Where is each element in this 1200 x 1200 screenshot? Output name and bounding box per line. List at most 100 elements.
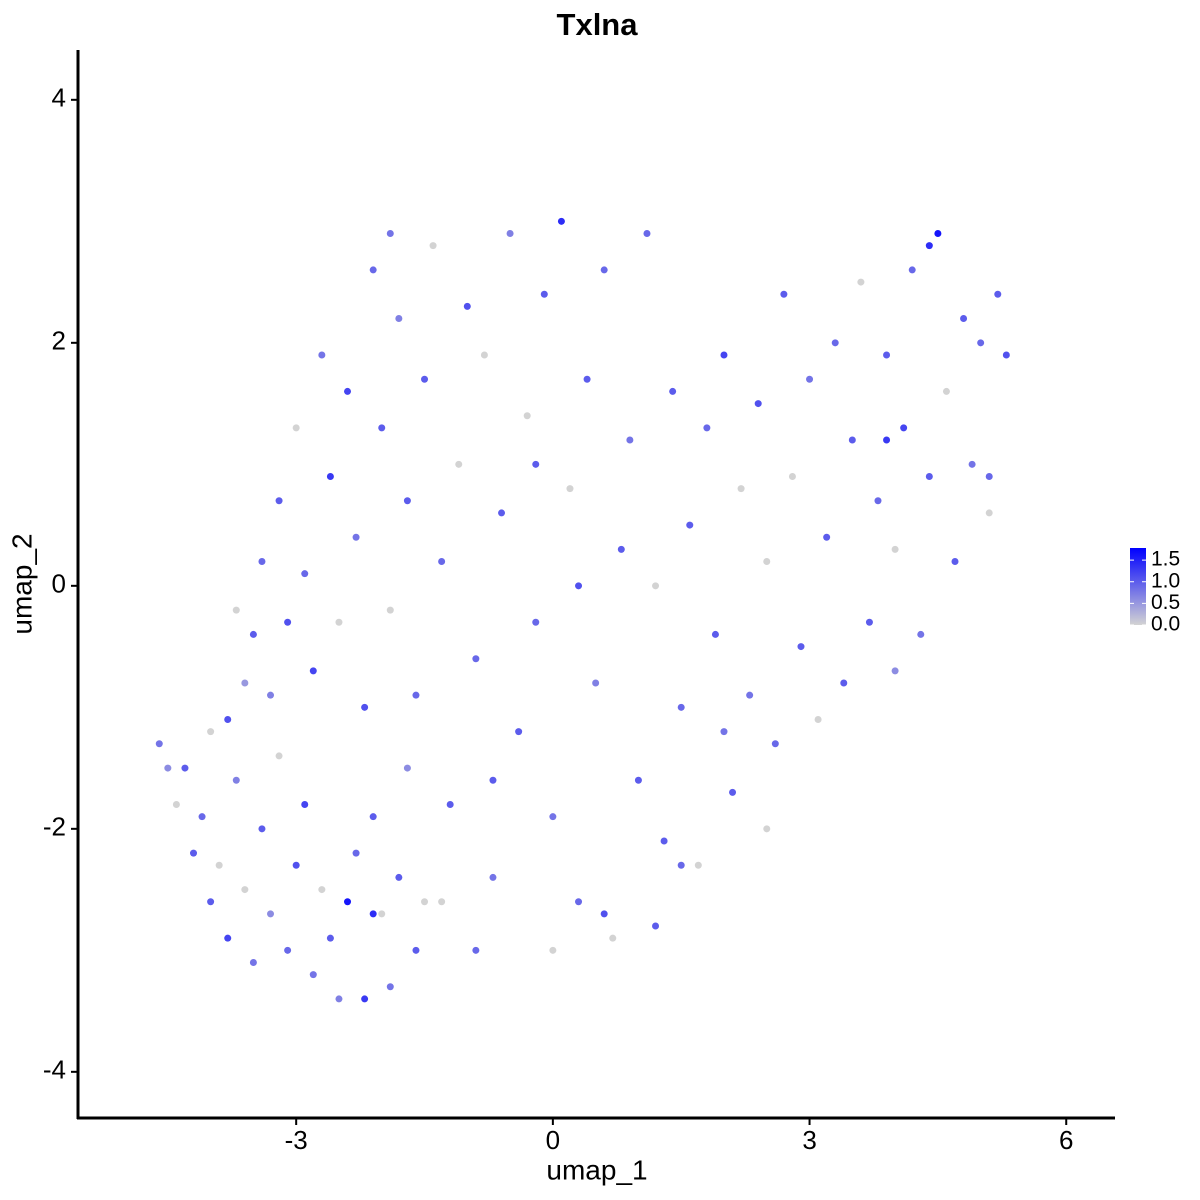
point (438, 558, 446, 566)
point (506, 229, 514, 237)
y-tick-label: 2 (52, 326, 66, 356)
point (917, 630, 925, 638)
point (172, 801, 180, 809)
point (575, 582, 583, 590)
point (421, 375, 429, 383)
x-tick-label: 6 (1059, 1125, 1073, 1155)
point (592, 679, 600, 687)
point (686, 521, 694, 529)
point (241, 679, 249, 687)
point (386, 606, 394, 614)
point (960, 315, 968, 323)
chart-title: Txlna (557, 7, 639, 42)
point (763, 558, 771, 566)
point (857, 278, 865, 286)
point (763, 825, 771, 833)
point (549, 813, 557, 821)
point (438, 898, 446, 906)
point (746, 691, 754, 699)
x-tick-label: 3 (802, 1125, 816, 1155)
x-tick-label: 0 (546, 1125, 560, 1155)
point (181, 764, 189, 772)
point (729, 788, 737, 796)
point (797, 643, 805, 651)
point (532, 460, 540, 468)
point (258, 558, 266, 566)
point (985, 509, 993, 517)
point (823, 533, 831, 541)
point (968, 460, 976, 468)
point (652, 582, 660, 590)
point (617, 545, 625, 553)
point (489, 776, 497, 784)
point (677, 703, 685, 711)
point (788, 472, 796, 480)
y-tick-label: -4 (43, 1055, 66, 1085)
point (275, 752, 283, 760)
point (831, 339, 839, 347)
point (609, 934, 617, 942)
point (600, 910, 608, 918)
colorbar-label: 0.5 (1151, 591, 1180, 614)
point (566, 485, 574, 493)
point (232, 606, 240, 614)
y-tick-label: 4 (52, 83, 66, 113)
point (301, 570, 309, 578)
point (309, 667, 317, 675)
point (515, 728, 523, 736)
point (395, 315, 403, 323)
point (224, 715, 232, 723)
point (720, 351, 728, 359)
point (309, 971, 317, 979)
point (780, 290, 788, 298)
point (814, 715, 822, 723)
point (207, 728, 215, 736)
point (403, 497, 411, 505)
point (754, 400, 762, 408)
point (498, 509, 506, 517)
point (908, 266, 916, 274)
point (198, 813, 206, 821)
point (480, 351, 488, 359)
point (694, 861, 702, 869)
point (575, 898, 583, 906)
point (883, 351, 891, 359)
point (720, 728, 728, 736)
point (352, 849, 360, 857)
colorbar (1130, 548, 1146, 625)
point (369, 910, 377, 918)
y-tick-label: 0 (52, 569, 66, 599)
point (472, 946, 480, 954)
point (994, 290, 1002, 298)
point (412, 946, 420, 954)
point (378, 424, 386, 432)
point (386, 983, 394, 991)
point (652, 922, 660, 930)
point (378, 910, 386, 918)
point (207, 898, 215, 906)
point (241, 886, 249, 894)
point (258, 825, 266, 833)
point (335, 618, 343, 626)
point (344, 898, 352, 906)
point (883, 436, 891, 444)
point (840, 679, 848, 687)
point (164, 764, 172, 772)
x-tick-label: -3 (285, 1125, 308, 1155)
point (412, 691, 420, 699)
point (669, 387, 677, 395)
point (232, 776, 240, 784)
point (532, 618, 540, 626)
point (583, 375, 591, 383)
point (215, 861, 223, 869)
point (292, 861, 300, 869)
point (985, 472, 993, 480)
point (934, 229, 942, 237)
point (463, 302, 471, 310)
point (523, 412, 531, 420)
point (925, 472, 933, 480)
point (703, 424, 711, 432)
point (292, 424, 300, 432)
point (361, 995, 369, 1003)
point (369, 813, 377, 821)
